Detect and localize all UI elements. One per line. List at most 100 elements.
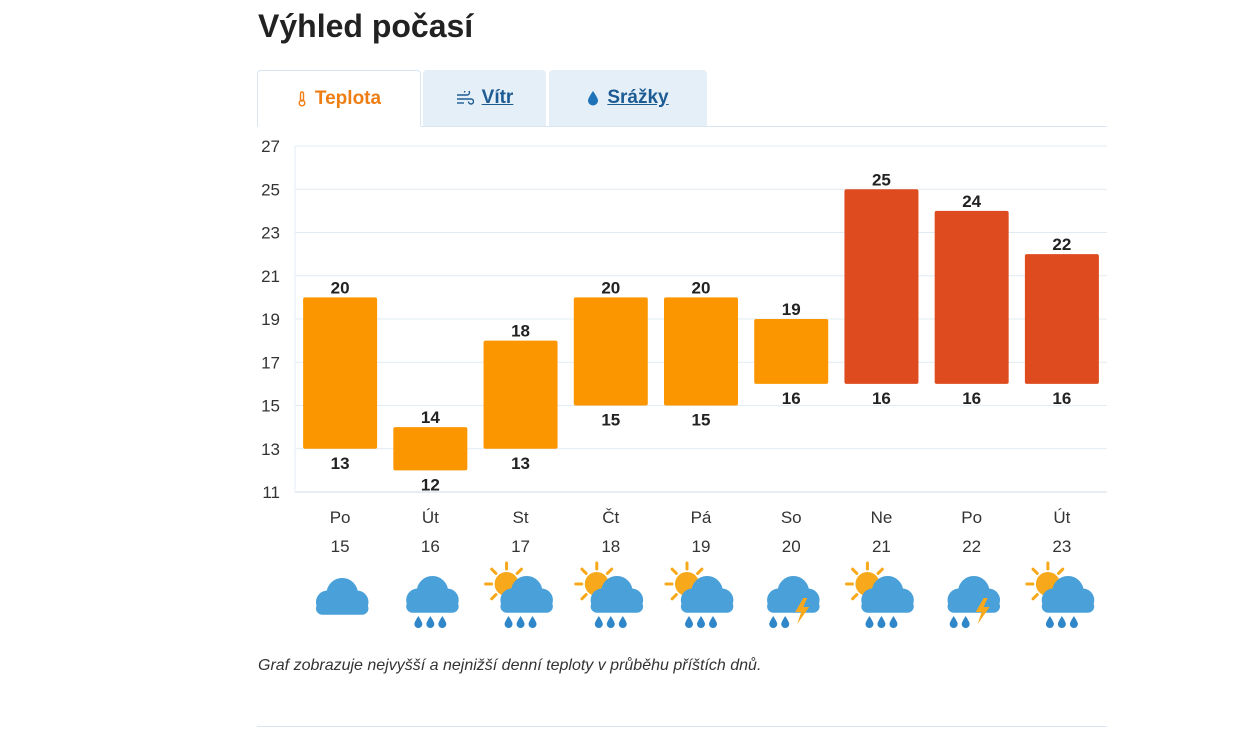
date-label: 20 — [782, 537, 801, 556]
cloud-base — [767, 600, 820, 613]
rain-drop — [1069, 616, 1078, 628]
lightning-bolt — [975, 598, 990, 624]
weather-sun-cloud-rain-icon — [484, 561, 553, 628]
cloud-base — [680, 600, 734, 613]
temperature-bar — [754, 319, 829, 384]
y-tick-label: 19 — [261, 310, 280, 329]
min-temp-label: 15 — [601, 411, 620, 430]
y-tick-label: 11 — [262, 483, 280, 502]
date-label: 15 — [331, 537, 350, 556]
rain-drop — [1057, 616, 1066, 628]
day-label: St — [513, 508, 529, 527]
droplet-icon — [587, 90, 599, 106]
cloud-base — [590, 600, 644, 613]
max-temp-label: 20 — [601, 278, 620, 297]
tab-wind[interactable]: Vítr — [423, 70, 546, 126]
sun-ray — [670, 593, 678, 601]
sun-ray — [515, 567, 523, 575]
sun-ray — [1031, 567, 1039, 575]
sun-ray — [1056, 567, 1065, 575]
temperature-bar — [844, 189, 919, 384]
y-tick-label: 21 — [261, 267, 280, 286]
sun-ray — [490, 593, 498, 601]
tab-temperature-label: Teplota — [314, 87, 382, 109]
sun-ray — [605, 567, 614, 575]
rain-drop — [685, 616, 693, 628]
sun-ray — [851, 567, 859, 575]
rain-drop — [889, 616, 898, 628]
cloud-base — [947, 600, 1001, 613]
min-temp-label: 16 — [782, 389, 801, 408]
day-label: Pá — [691, 508, 712, 527]
chart-data-labels: 20 13 14 12 18 13 20 15 20 15 19 16 25 16 24 16 22 16 — [331, 170, 1072, 494]
temperature-bar — [664, 297, 738, 406]
page-title: Výhled počasí — [258, 8, 474, 44]
day-label: Út — [422, 508, 439, 527]
sun-ray — [696, 567, 704, 575]
date-label: 17 — [511, 537, 530, 556]
day-label: Ne — [871, 508, 893, 527]
min-temp-label: 15 — [692, 411, 711, 430]
rain-drop — [1045, 616, 1054, 628]
date-label: 21 — [872, 537, 891, 556]
max-temp-label: 18 — [511, 322, 530, 341]
weather-cloud-rain-icon — [406, 575, 459, 628]
min-temp-label: 13 — [331, 454, 350, 473]
temperature-bar — [393, 427, 468, 471]
y-tick-label: 15 — [261, 397, 280, 416]
rain-drop — [618, 616, 627, 628]
weather-icons — [315, 561, 1095, 628]
min-temp-label: 16 — [1052, 389, 1071, 408]
temperature-bar — [934, 210, 1009, 384]
cloud-base — [500, 600, 553, 613]
tab-precipitation[interactable]: Srážky — [549, 70, 707, 126]
weather-sun-cloud-rain-icon — [1025, 561, 1095, 628]
max-temp-label: 22 — [1052, 235, 1071, 254]
day-label: Út — [1053, 508, 1070, 527]
max-temp-label: 20 — [331, 278, 350, 297]
day-label: Po — [961, 508, 982, 527]
rain-drop — [504, 616, 513, 628]
rain-drop — [709, 616, 717, 628]
sun-ray — [851, 593, 859, 601]
sun-ray — [580, 567, 588, 575]
max-temp-label: 24 — [962, 192, 981, 211]
temperature-bar — [573, 297, 648, 406]
rain-drop — [516, 616, 525, 628]
tab-precipitation-label: Srážky — [607, 87, 669, 108]
tab-temperature[interactable]: Teplota — [257, 70, 421, 127]
rain-drop — [781, 616, 790, 628]
max-temp-label: 20 — [692, 278, 711, 297]
weather-sun-cloud-rain-icon — [664, 561, 734, 628]
cloud-base — [1041, 600, 1095, 613]
cloud-base — [315, 602, 369, 615]
tab-wind-label: Vítr — [481, 87, 514, 108]
cloud-base — [861, 600, 914, 613]
sun-ray — [1031, 593, 1039, 601]
rain-drop — [426, 616, 435, 628]
weather-cloud-storm-icon — [767, 575, 820, 628]
max-temp-label: 25 — [872, 170, 891, 189]
min-temp-label: 16 — [872, 389, 891, 408]
rain-drop — [961, 616, 970, 628]
rain-drop — [865, 616, 874, 628]
y-tick-label: 13 — [261, 440, 280, 459]
y-tick-label: 17 — [261, 353, 280, 372]
tab-bar: Teplota Vítr Srážky — [257, 70, 1107, 127]
rain-drop — [594, 616, 603, 628]
weather-sun-cloud-rain-icon — [574, 561, 644, 628]
wind-icon — [456, 91, 474, 105]
bottom-divider — [257, 726, 1107, 727]
rain-drop — [606, 616, 615, 628]
date-label: 18 — [601, 537, 620, 556]
chart-caption: Graf zobrazuje nejvyšší a nejnižší denní… — [258, 657, 762, 674]
rain-drop — [414, 616, 423, 628]
tabs-divider — [257, 126, 1107, 127]
temperature-bar — [1024, 254, 1099, 384]
temperature-chart: 27 25 23 21 19 17 15 13 11 20 13 14 12 18 13 20 15 20 15 1… — [261, 137, 1107, 628]
min-temp-label: 12 — [421, 475, 440, 494]
y-tick-label: 25 — [261, 180, 280, 199]
chart-bars — [303, 189, 1099, 471]
max-temp-label: 14 — [421, 408, 440, 427]
sun-ray — [876, 567, 884, 575]
